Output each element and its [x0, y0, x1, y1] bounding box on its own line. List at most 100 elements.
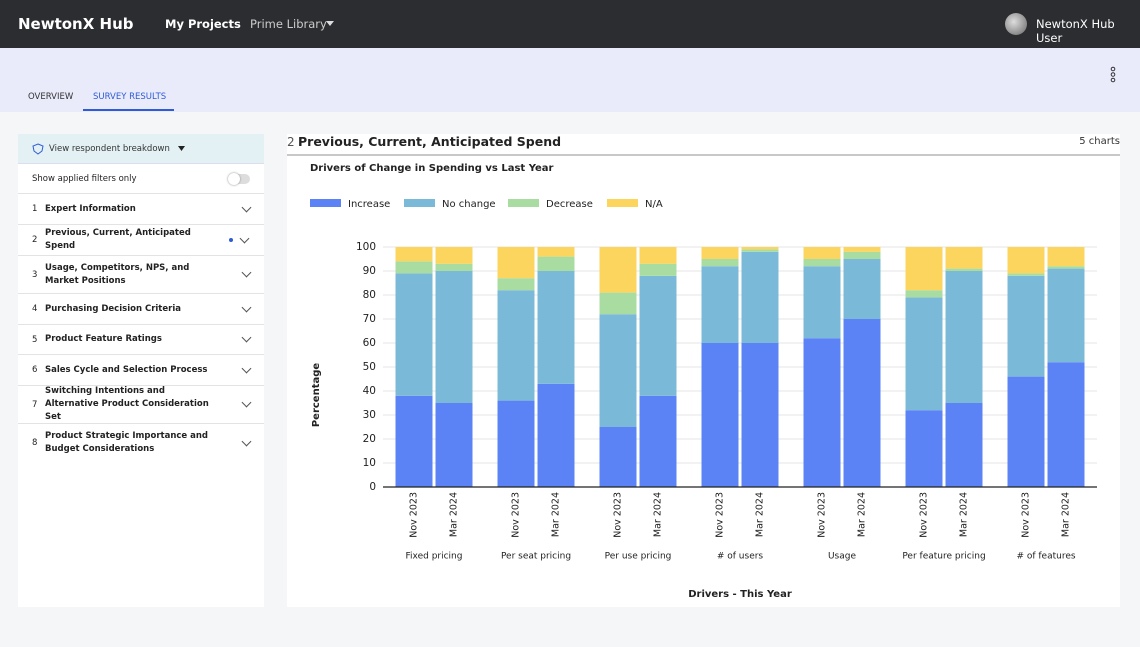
- bar-segment: [639, 395, 677, 487]
- section-item[interactable]: 2 Previous, Current, Anticipated Spend: [18, 225, 264, 256]
- x-tick-label: Nov 2023: [511, 492, 522, 538]
- legend-swatch: [508, 199, 539, 207]
- bar-segment: [395, 247, 433, 262]
- bar-segment: [945, 247, 983, 269]
- x-axis-title: Drivers - This Year: [688, 589, 792, 600]
- y-tick-label: 100: [356, 241, 376, 253]
- bar-segment: [537, 383, 575, 487]
- item-number: 4: [32, 304, 38, 314]
- x-tick-label: Mar 2024: [653, 492, 664, 537]
- chart-count: 5 charts: [1079, 136, 1120, 147]
- y-tick-label: 90: [363, 265, 376, 277]
- y-tick-label: 70: [363, 313, 376, 325]
- bar-segment: [1007, 376, 1045, 487]
- legend-label: N/A: [645, 199, 663, 210]
- bar-segment: [537, 256, 575, 271]
- section-item[interactable]: 4 Purchasing Decision Criteria: [18, 294, 264, 325]
- legend-label: Decrease: [546, 199, 593, 210]
- bar-segment: [741, 251, 779, 343]
- bar-segment: [395, 395, 433, 487]
- breakdown-button[interactable]: View respondent breakdown: [18, 134, 264, 164]
- bar-segment: [537, 247, 575, 257]
- bar-segment: [435, 403, 473, 487]
- y-tick-label: 0: [369, 481, 376, 493]
- bar-segment: [497, 290, 535, 401]
- bar-segment: [395, 261, 433, 274]
- bar-segment: [599, 314, 637, 427]
- x-tick-label: Nov 2023: [409, 492, 420, 538]
- bar-segment: [497, 278, 535, 291]
- section-item[interactable]: 7 Switching Intentions and Alternative Pr…: [18, 386, 264, 424]
- item-label: Purchasing Decision Criteria: [45, 303, 181, 314]
- filter-label: Show applied filters only: [32, 173, 137, 184]
- bar-segment: [1047, 268, 1085, 363]
- x-tick-label: Mar 2024: [449, 492, 460, 537]
- filter-row: Show applied filters only: [18, 164, 264, 194]
- bar-segment: [537, 271, 575, 384]
- section-number: 2: [287, 135, 295, 149]
- x-tick-label: Nov 2023: [715, 492, 726, 538]
- bar-segment: [1007, 273, 1045, 276]
- bar-segment: [803, 259, 841, 267]
- caret: [326, 21, 334, 26]
- bar-segment: [599, 292, 637, 315]
- x-tick-label: Mar 2024: [551, 492, 562, 537]
- group-label: Fixed pricing: [406, 552, 463, 562]
- section-item[interactable]: 3 Usage, Competitors, NPS, and Market Pos…: [18, 256, 264, 294]
- item-number: 5: [32, 334, 38, 345]
- bar-segment: [905, 297, 943, 411]
- legend-label: No change: [442, 199, 496, 210]
- bar-segment: [741, 249, 779, 252]
- item-label: Previous, Current, Anticipated Spend: [45, 228, 191, 251]
- bar-segment: [803, 338, 841, 487]
- nav-item[interactable]: My Projects: [165, 17, 241, 31]
- bar-segment: [843, 247, 881, 252]
- section-item[interactable]: 1 Expert Information: [18, 194, 264, 225]
- group-label: Per use pricing: [605, 552, 672, 562]
- item-label: Switching Intentions and Alternative Pro…: [45, 386, 209, 422]
- legend-swatch: [310, 199, 341, 207]
- avatar[interactable]: [1005, 13, 1027, 35]
- bar-segment: [497, 247, 535, 279]
- bar-segment: [905, 247, 943, 291]
- brand[interactable]: NewtonX Hub: [18, 15, 134, 33]
- bar-segment: [701, 343, 739, 487]
- bar-segment: [701, 259, 739, 267]
- section-item[interactable]: 5 Product Feature Ratings: [18, 325, 264, 355]
- toggle[interactable]: [228, 172, 250, 185]
- tab-band: OVERVIEW SURVEY RESULTS: [0, 48, 1140, 112]
- section-item[interactable]: 6 Sales Cycle and Selection Process: [18, 355, 264, 386]
- bar-segment: [639, 275, 677, 396]
- tab[interactable]: SURVEY RESULTS: [93, 92, 167, 102]
- item-label: Usage, Competitors, NPS, and Market Posi…: [45, 262, 190, 286]
- y-tick-label: 80: [363, 289, 376, 301]
- top-bar: NewtonX Hub My Projects Prime Library Ne…: [0, 0, 1140, 48]
- item-number: 6: [32, 365, 38, 375]
- bar-segment: [639, 247, 677, 264]
- bar-segment: [435, 247, 473, 264]
- bar-segment: [701, 266, 739, 343]
- nav-item[interactable]: Prime Library: [250, 17, 327, 31]
- chevron: [241, 332, 252, 343]
- bar-segment: [803, 247, 841, 259]
- item-label: Product Feature Ratings: [45, 334, 162, 344]
- y-tick-label: 10: [363, 457, 376, 469]
- bar-segment: [1047, 362, 1085, 487]
- tab[interactable]: OVERVIEW: [28, 92, 74, 102]
- bar-segment: [843, 251, 881, 259]
- bar-segment: [945, 271, 983, 403]
- user-name[interactable]: NewtonX Hub User: [1036, 17, 1115, 45]
- chevron: [241, 267, 252, 278]
- bar-segment: [395, 273, 433, 396]
- chevron: [239, 233, 250, 243]
- y-tick-label: 50: [363, 361, 376, 373]
- section-item[interactable]: 8 Product Strategic Importance and Budget…: [18, 424, 264, 462]
- x-tick-label: Mar 2024: [755, 492, 766, 537]
- bar-segment: [843, 319, 881, 487]
- x-tick-label: Nov 2023: [613, 492, 624, 538]
- y-tick-label: 60: [363, 337, 376, 349]
- section-list: 1 Expert Information 2 Previous, Current, A…: [18, 194, 264, 462]
- item-label: Expert Information: [45, 203, 136, 214]
- group-label: # of users: [717, 552, 764, 562]
- menu[interactable]: [1108, 66, 1118, 84]
